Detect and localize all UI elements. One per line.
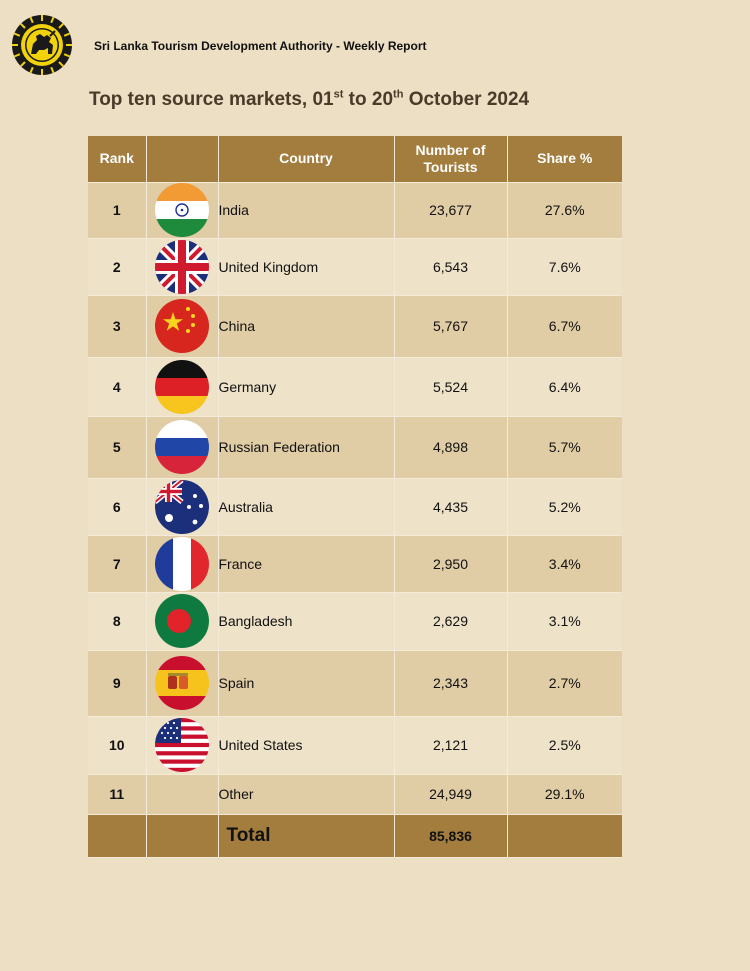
tourists-cell: 6,543: [394, 238, 508, 296]
share-cell: 7.6%: [507, 238, 622, 296]
country-cell: United Kingdom: [218, 238, 395, 296]
table-row: 1 India 23,677 27.6%: [88, 182, 622, 239]
country-cell: Other: [218, 774, 395, 815]
share-cell: 27.6%: [507, 182, 622, 239]
country-cell: United States: [218, 716, 395, 775]
table-row: 11 Other 24,949 29.1%: [88, 774, 622, 815]
column-header-country: Country: [218, 136, 395, 183]
india-flag-icon: [155, 183, 209, 237]
table-row: 7 France 2,950 3.4%: [88, 535, 622, 593]
table-row: 5 Russian Federation 4,898 5.7%: [88, 416, 622, 479]
organization-title: Sri Lanka Tourism Development Authority …: [94, 39, 427, 53]
total-rank-cell: [88, 814, 147, 858]
share-cell: 2.7%: [507, 650, 622, 717]
tourists-cell: 2,343: [394, 650, 508, 717]
report-title: Top ten source markets, 01st to 20th Oct…: [89, 89, 529, 111]
total-label: Total: [218, 814, 395, 858]
column-header-tourists: Number of Tourists: [394, 136, 508, 183]
table-row: 8 Bangladesh 2,629 3.1%: [88, 592, 622, 651]
bangladesh-flag-icon: [155, 594, 209, 648]
sri-lanka-tourism-logo: [12, 15, 72, 75]
flag-cell: [146, 592, 219, 651]
column-header-share: Share %: [507, 136, 622, 183]
rank-cell: 4: [88, 357, 147, 417]
france-flag-icon: [155, 536, 209, 591]
share-cell: 5.2%: [507, 478, 622, 536]
table-row: 10: [88, 716, 622, 775]
flag-cell: [146, 295, 219, 358]
title-superscript-st: st: [333, 88, 344, 101]
title-suffix: October 2024: [403, 89, 530, 110]
tourists-cell: 4,898: [394, 416, 508, 479]
source-markets-table: Rank Country Number of Tourists Share % …: [88, 136, 622, 858]
tourists-cell: 23,677: [394, 182, 508, 239]
total-share-cell: [507, 814, 622, 858]
title-middle: to 20: [343, 89, 394, 110]
china-flag-icon: [155, 299, 209, 353]
flag-cell: [146, 182, 219, 239]
share-cell: 3.1%: [507, 592, 622, 651]
share-cell: 3.4%: [507, 535, 622, 593]
share-cell: 5.7%: [507, 416, 622, 479]
table-row: 6: [88, 478, 622, 536]
germany-flag-icon: [155, 359, 209, 414]
rank-cell: 10: [88, 716, 147, 775]
usa-flag-icon: [155, 718, 209, 772]
flag-cell: [146, 238, 219, 296]
rank-cell: 11: [88, 774, 147, 815]
title-prefix: Top ten source markets, 01: [89, 89, 334, 110]
uk-flag-icon: [155, 239, 209, 294]
country-cell: France: [218, 535, 395, 593]
flag-cell: [146, 774, 219, 815]
flag-cell: [146, 478, 219, 536]
spain-flag-icon: [155, 656, 209, 710]
rank-cell: 7: [88, 535, 147, 593]
column-header-rank: Rank: [88, 136, 147, 183]
total-flag-cell: [146, 814, 219, 858]
country-cell: Australia: [218, 478, 395, 536]
flag-cell: [146, 535, 219, 593]
rank-cell: 1: [88, 182, 147, 239]
rank-cell: 2: [88, 238, 147, 296]
tourists-cell: 5,767: [394, 295, 508, 358]
rank-cell: 3: [88, 295, 147, 358]
table-row: 2 United Kin: [88, 238, 622, 296]
russia-flag-icon: [155, 420, 209, 474]
tourists-cell: 2,121: [394, 716, 508, 775]
flag-cell: [146, 716, 219, 775]
country-cell: China: [218, 295, 395, 358]
table-row: 4 Germany 5,524 6.4%: [88, 357, 622, 417]
table-row: 3 China 5,767 6.7%: [88, 295, 622, 358]
table-header-row: Rank Country Number of Tourists Share %: [88, 136, 622, 183]
table-row: 9 Spain 2,343 2.7%: [88, 650, 622, 717]
tourists-cell: 2,629: [394, 592, 508, 651]
title-superscript-th: th: [393, 88, 404, 101]
country-cell: Germany: [218, 357, 395, 417]
total-row: Total 85,836: [88, 814, 622, 858]
flag-cell: [146, 416, 219, 479]
total-tourists: 85,836: [394, 814, 508, 858]
rank-cell: 5: [88, 416, 147, 479]
tourists-cell: 4,435: [394, 478, 508, 536]
tourists-cell: 24,949: [394, 774, 508, 815]
country-cell: India: [218, 182, 395, 239]
column-header-flag: [146, 136, 219, 183]
australia-flag-icon: [155, 479, 209, 534]
flag-cell: [146, 357, 219, 417]
tourists-cell: 5,524: [394, 357, 508, 417]
country-cell: Spain: [218, 650, 395, 717]
rank-cell: 6: [88, 478, 147, 536]
share-cell: 6.4%: [507, 357, 622, 417]
share-cell: 29.1%: [507, 774, 622, 815]
rank-cell: 8: [88, 592, 147, 651]
country-cell: Bangladesh: [218, 592, 395, 651]
share-cell: 6.7%: [507, 295, 622, 358]
country-cell: Russian Federation: [218, 416, 395, 479]
rank-cell: 9: [88, 650, 147, 717]
share-cell: 2.5%: [507, 716, 622, 775]
flag-cell: [146, 650, 219, 717]
tourists-cell: 2,950: [394, 535, 508, 593]
